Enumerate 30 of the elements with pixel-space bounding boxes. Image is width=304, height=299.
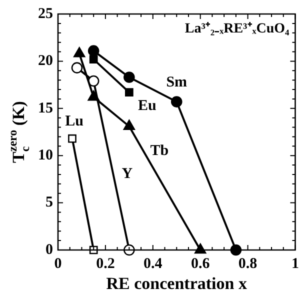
annotation: La³⁺₂₋ₓRE³⁺ₓCuO₄ [184, 22, 290, 37]
series-label: Tb [150, 142, 169, 159]
x-tick-label: 0.6 [190, 256, 210, 272]
x-tick-label: 0.2 [96, 256, 115, 272]
y-axis-title: Tczero (K) [5, 101, 32, 163]
y-tick-label: 10 [38, 147, 53, 164]
series-label: Lu [65, 113, 84, 130]
point [124, 72, 135, 83]
point [88, 90, 100, 101]
x-tick-label: 1 [292, 256, 299, 272]
y-tick-label: 0 [46, 242, 53, 258]
y-tick-label: 20 [38, 53, 53, 70]
series-label: Eu [138, 98, 156, 114]
series-label: Sm [166, 74, 188, 91]
point [170, 96, 182, 108]
y-tick-label: 25 [38, 6, 53, 22]
point [71, 62, 83, 74]
x-axis-title: RE concentration x [106, 274, 248, 293]
y-tick-label: 15 [38, 100, 53, 116]
x-tick-label: 0.8 [238, 256, 258, 272]
point [68, 134, 76, 143]
x-tick-label: 0.4 [144, 256, 163, 272]
point [124, 88, 134, 97]
point [88, 45, 100, 56]
point [89, 55, 98, 64]
point [74, 47, 86, 58]
y-tick-label: 5 [46, 194, 53, 211]
point [123, 120, 136, 130]
series-label: Y [122, 166, 133, 182]
point [88, 75, 100, 87]
